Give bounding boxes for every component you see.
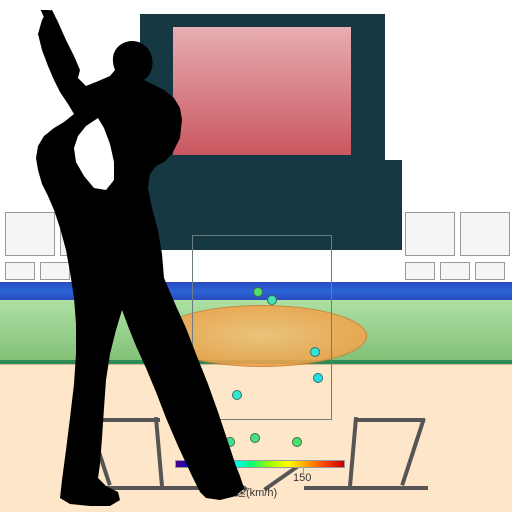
- pitch-dot: [267, 295, 277, 305]
- stand-panel: [405, 212, 455, 256]
- pitch-dot: [253, 287, 263, 297]
- plate-line: [355, 418, 425, 422]
- stand-panel: [440, 262, 470, 280]
- pitch-dot: [310, 347, 320, 357]
- stand-panel: [460, 212, 510, 256]
- pitch-dot: [250, 433, 260, 443]
- pitch-dot: [292, 437, 302, 447]
- stand-panel: [405, 262, 435, 280]
- pitch-location-chart: 100150 球速(km/h): [0, 0, 512, 512]
- plate-line: [304, 486, 428, 490]
- batter-silhouette-icon: [14, 10, 244, 508]
- legend-tick-label: 150: [293, 472, 311, 484]
- pitch-dot: [313, 373, 323, 383]
- stand-panel: [475, 262, 505, 280]
